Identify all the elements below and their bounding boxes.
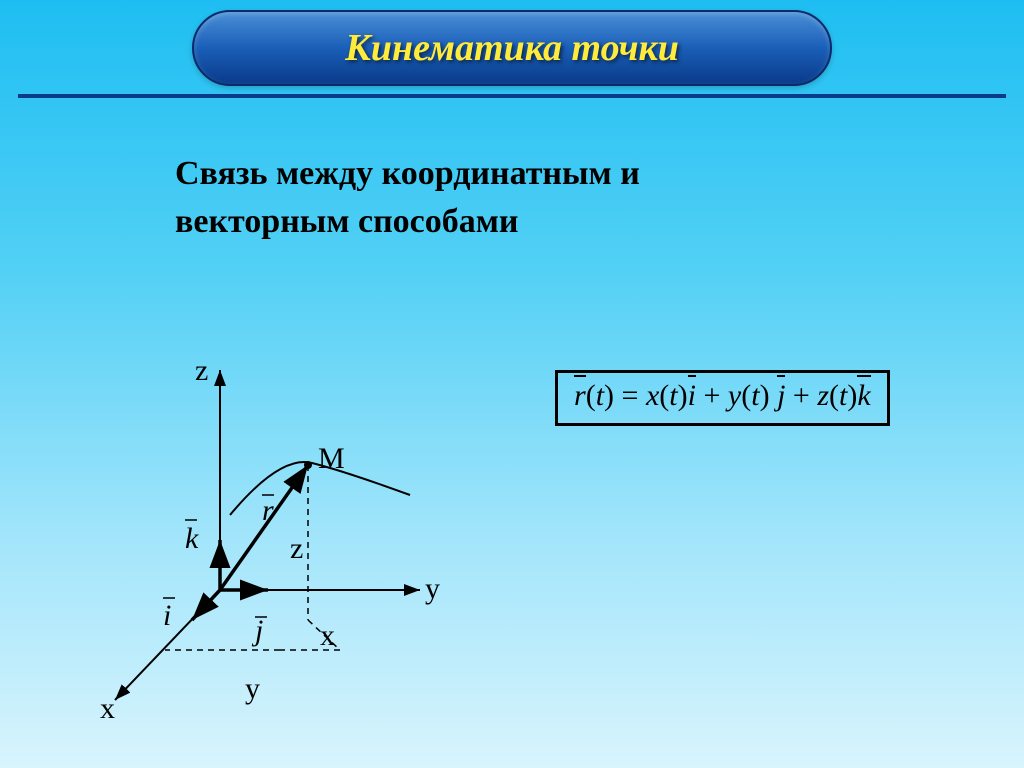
formula-box: r(t) = x(t)i + y(t) j + z(t)k: [555, 370, 890, 426]
svg-text:y: y: [245, 672, 260, 705]
svg-text:i: i: [163, 599, 171, 632]
var-j: j: [777, 379, 785, 413]
divider: [18, 94, 1006, 98]
var-x: x: [646, 379, 659, 412]
svg-text:r: r: [262, 494, 274, 527]
svg-text:z: z: [195, 354, 208, 387]
var-i: i: [688, 379, 696, 413]
svg-text:j: j: [251, 614, 263, 647]
svg-text:k: k: [185, 522, 199, 555]
svg-text:x: x: [100, 692, 115, 725]
svg-text:x: x: [320, 619, 335, 652]
page-title: Кинематика точки: [345, 26, 679, 70]
subtitle: Связь между координатным и векторным спо…: [175, 150, 815, 245]
var-k: k: [857, 379, 870, 413]
svg-text:z: z: [290, 532, 303, 565]
title-bar: Кинематика точки: [192, 10, 832, 86]
var-r: r: [574, 379, 586, 413]
svg-text:M: M: [318, 442, 345, 475]
var-y: y: [728, 379, 741, 412]
var-z: z: [817, 379, 829, 412]
coordinate-diagram: z y x k j i r Mz x y: [80, 340, 460, 740]
svg-text:y: y: [425, 572, 440, 605]
